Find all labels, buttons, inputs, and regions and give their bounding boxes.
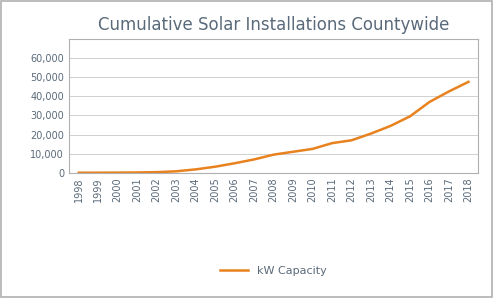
kW Capacity xyxy=(310,147,316,151)
kW Capacity xyxy=(154,170,160,174)
kW Capacity xyxy=(95,171,101,174)
kW Capacity xyxy=(134,171,140,174)
Title: Cumulative Solar Installations Countywide: Cumulative Solar Installations Countywid… xyxy=(98,16,449,34)
kW Capacity xyxy=(426,100,432,104)
kW Capacity xyxy=(407,114,413,118)
kW Capacity xyxy=(349,139,354,142)
kW Capacity xyxy=(368,132,374,135)
kW Capacity xyxy=(76,171,82,175)
Legend: kW Capacity: kW Capacity xyxy=(216,262,331,280)
kW Capacity xyxy=(251,158,257,161)
kW Capacity xyxy=(329,141,335,145)
kW Capacity xyxy=(173,170,179,173)
kW Capacity xyxy=(271,153,277,156)
kW Capacity xyxy=(446,90,452,93)
kW Capacity xyxy=(115,171,121,174)
Line: kW Capacity: kW Capacity xyxy=(79,82,468,173)
kW Capacity xyxy=(212,165,218,168)
kW Capacity xyxy=(193,167,199,171)
kW Capacity xyxy=(290,150,296,153)
kW Capacity xyxy=(387,124,393,128)
kW Capacity xyxy=(232,162,238,165)
kW Capacity xyxy=(465,80,471,84)
